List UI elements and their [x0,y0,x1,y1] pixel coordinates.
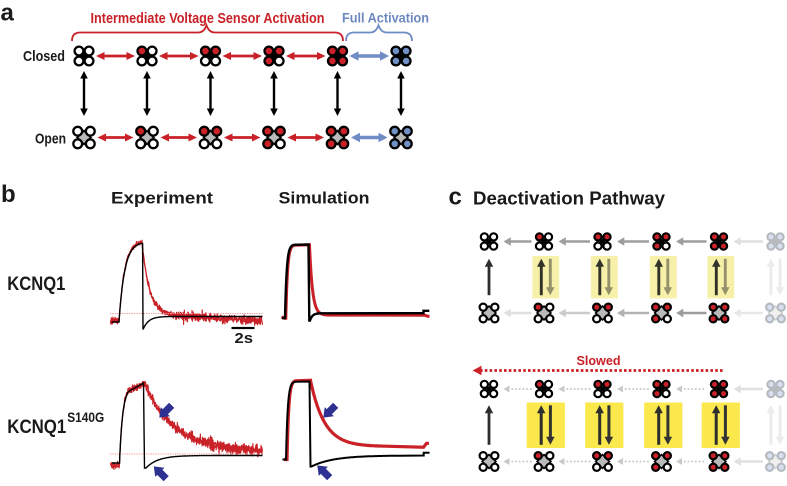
svg-text:Simulation: Simulation [279,190,370,208]
svg-text:b: b [1,181,16,208]
svg-text:Closed: Closed [23,48,65,65]
svg-text:KCNQ1: KCNQ1 [7,273,65,295]
svg-text:Intermediate Voltage Sensor Ac: Intermediate Voltage Sensor Activation [91,11,325,27]
svg-text:c: c [449,184,462,211]
svg-text:Open: Open [35,131,66,148]
svg-text:Deactivation Pathway: Deactivation Pathway [473,189,665,209]
svg-text:Full Activation: Full Activation [342,11,429,26]
svg-text:Slowed: Slowed [577,353,621,368]
svg-text:a: a [1,0,15,27]
svg-text:Experiment: Experiment [111,190,214,208]
svg-text:KCNQ1: KCNQ1 [7,416,66,438]
svg-text:2s: 2s [235,330,254,347]
svg-text:S140G: S140G [67,409,104,425]
